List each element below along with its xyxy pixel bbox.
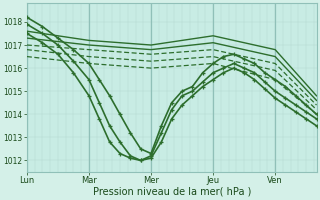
X-axis label: Pression niveau de la mer( hPa ): Pression niveau de la mer( hPa ) xyxy=(92,187,251,197)
